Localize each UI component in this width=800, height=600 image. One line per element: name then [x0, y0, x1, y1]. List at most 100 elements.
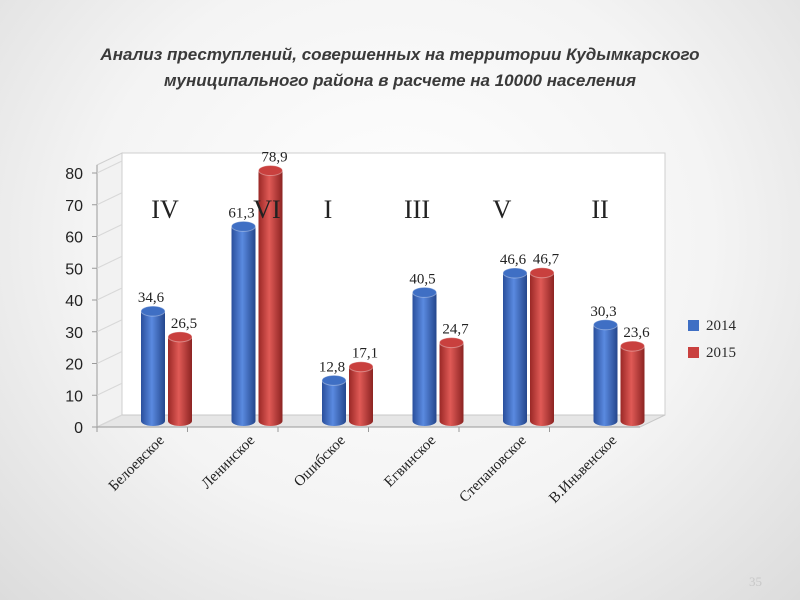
data-label: 46,7 [533, 252, 560, 268]
legend-label-2014: 2014 [706, 318, 737, 334]
bar-base [412, 416, 437, 426]
x-category-label: Егвинское [381, 432, 439, 490]
bar-top [167, 331, 193, 343]
bar-body [503, 273, 527, 421]
rank-annotation: II [591, 195, 608, 224]
bar-2014-3 [412, 286, 437, 426]
x-category-label: Белоевское [106, 432, 168, 494]
bar-2015-1 [258, 164, 283, 426]
bar-base [620, 416, 645, 426]
y-tick-label: 40 [65, 293, 83, 310]
x-category-label: Ленинское [199, 432, 259, 492]
y-tick-label: 10 [65, 388, 83, 405]
y-tick-label: 80 [65, 166, 83, 183]
bars [140, 164, 645, 426]
bar-body [439, 342, 464, 421]
bar-body [322, 380, 346, 421]
data-label: 46,6 [500, 252, 527, 268]
bar-top [140, 305, 166, 317]
data-label: 26,5 [171, 316, 197, 332]
y-gridline-side [96, 192, 123, 206]
y-tick-label: 50 [65, 261, 83, 278]
bar-base [439, 416, 464, 426]
bar-base [503, 416, 527, 426]
slide-number: 35 [749, 574, 762, 589]
bar-2014-0 [140, 305, 166, 426]
bar-body [141, 311, 165, 421]
data-label: 24,7 [442, 322, 469, 338]
data-label: 30,3 [590, 304, 616, 320]
legend-swatch-2015 [688, 347, 699, 358]
rank-annotation: I [324, 195, 333, 224]
data-labels: 34,6 26,5 61,3 78,9 12,8 17,1 40,5 24,7 46,6 46,7… [138, 149, 650, 375]
y-tick-label: 0 [74, 420, 83, 437]
y-tick-label: 20 [65, 357, 83, 374]
bar-2015-4 [529, 267, 555, 426]
rank-annotation: V [493, 195, 512, 224]
x-category-label: В.Иньвенское [546, 432, 620, 506]
x-axis: Белоевское Ленинское Ошибское Егвинское Степ… [96, 427, 621, 507]
bar-body [412, 292, 437, 421]
bar-2015-5 [620, 340, 645, 426]
rank-annotation: VI [253, 195, 280, 224]
bar-base [530, 416, 554, 426]
bar-top [529, 267, 555, 279]
bar-body [620, 346, 645, 421]
x-category-label: Ошибское [291, 432, 349, 490]
y-gridline-side [96, 287, 123, 301]
bar-2014-4 [502, 267, 528, 426]
bar-base [258, 416, 283, 426]
y-tick-label: 60 [65, 230, 83, 247]
y-tick-label: 30 [65, 325, 83, 342]
x-category-label: Степановское [456, 432, 530, 506]
y-gridline-side [96, 382, 123, 396]
y-gridline-side [96, 160, 123, 174]
data-label: 40,5 [409, 271, 435, 287]
chart-title: Анализ преступлений, совершенных на терр… [40, 42, 760, 94]
y-gridline-side [96, 414, 123, 428]
bar-top [439, 337, 464, 349]
bar-body [349, 366, 373, 421]
bar-body [530, 272, 554, 421]
bar-base [349, 416, 373, 426]
bar-base [168, 416, 192, 426]
data-label: 34,6 [138, 290, 165, 306]
bar-body [168, 336, 192, 421]
bar-top [348, 361, 374, 373]
y-gridline-side [96, 351, 123, 364]
back-wall [121, 152, 666, 416]
y-gridline-side [96, 255, 123, 269]
data-label: 78,9 [261, 149, 287, 165]
legend: 2014 2015 [688, 318, 737, 361]
bar-base [322, 416, 346, 426]
bar-base [141, 416, 165, 426]
bar-body [593, 324, 618, 421]
bar-top [620, 340, 645, 352]
rank-annotation: IV [151, 195, 179, 224]
y-gridline-side [96, 319, 123, 333]
bar-top [258, 164, 283, 176]
bar-top [502, 267, 528, 279]
bar-2015-3 [439, 337, 464, 426]
bar-body [231, 226, 256, 421]
bar-2015-2 [348, 361, 374, 426]
data-label: 23,6 [623, 325, 650, 341]
data-label: 12,8 [319, 359, 345, 375]
legend-label-2015: 2015 [706, 345, 736, 361]
chart-title-line1: Анализ преступлений, совершенных на терр… [100, 45, 700, 64]
bar-base [593, 416, 618, 426]
bar-base [231, 416, 256, 426]
y-tick-label: 70 [65, 198, 83, 215]
data-label: 61,3 [228, 205, 254, 221]
bar-body [258, 170, 283, 421]
bar-2014-1 [231, 220, 256, 426]
bar-top [593, 319, 618, 331]
data-label: 17,1 [352, 346, 378, 362]
bar-top [412, 286, 437, 298]
y-gridline-side [96, 224, 123, 237]
chart-title-line2: муниципального района в расчете на 10000… [163, 71, 637, 90]
bar-top [321, 374, 347, 386]
bar-top [231, 220, 256, 232]
bar-2014-2 [321, 374, 347, 426]
